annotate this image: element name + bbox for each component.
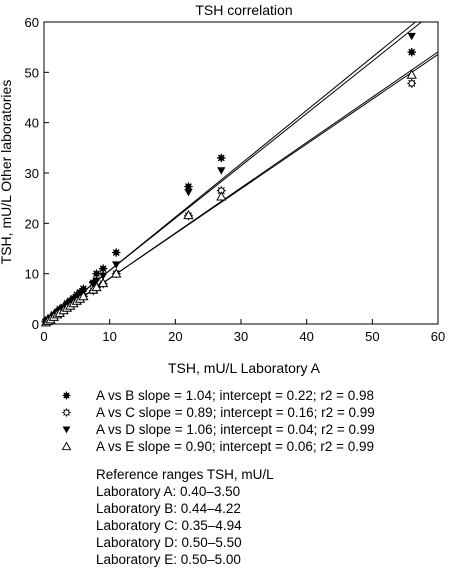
- data-point: [217, 167, 226, 175]
- marker-body: [407, 32, 416, 41]
- y-tick-label: 50: [25, 65, 39, 80]
- series-filled-circle-star: [41, 48, 416, 326]
- reference-line: Laboratory B: 0.44–4.22: [96, 501, 241, 516]
- legend-item-a-vs-c: A vs C slope = 0.89; intercept = 0.16; r…: [60, 404, 470, 421]
- data-point: [97, 277, 109, 288]
- legend-label: A vs B slope = 1.04; intercept = 0.22; r…: [96, 388, 375, 403]
- y-tick-label: 40: [25, 116, 39, 131]
- chart-title: TSH correlation: [195, 2, 292, 18]
- marker-body: [183, 209, 194, 220]
- marker-body: [216, 191, 227, 201]
- legend-label: A vs D slope = 1.06; intercept = 0.04; r…: [96, 422, 375, 437]
- reference-line: Laboratory D: 0.50–5.50: [96, 535, 242, 550]
- y-tick-label: 0: [32, 317, 39, 332]
- marker-body: [112, 261, 121, 269]
- data-point: [62, 426, 71, 434]
- marker-body: [98, 272, 108, 280]
- legend-marker-filled-circle-icon: [62, 391, 71, 400]
- data-point: [111, 268, 122, 278]
- legend-item-a-vs-e: A vs E slope = 0.90; intercept = 0.06; r…: [60, 438, 470, 455]
- y-tick-label: 10: [25, 267, 39, 282]
- data-point: [62, 391, 71, 400]
- legend-marker-filled-triangle-icon: [62, 426, 71, 434]
- marker-body: [217, 167, 226, 175]
- x-tick-label: 0: [40, 329, 47, 344]
- data-point: [407, 32, 416, 41]
- legend-marker-open-circle-icon: [62, 408, 71, 417]
- legend-label: A vs C slope = 0.89; intercept = 0.16; r…: [96, 405, 375, 420]
- marker-body: [184, 188, 193, 197]
- data-point: [92, 269, 101, 278]
- data-point: [184, 182, 193, 191]
- data-point: [216, 191, 227, 201]
- y-tick-label: 20: [25, 216, 39, 231]
- marker-body: [78, 290, 89, 301]
- x-axis-title: TSH, mU/L Laboratory A: [168, 360, 321, 376]
- marker-body: [408, 49, 415, 55]
- x-tick-label: 20: [168, 329, 182, 344]
- data-point: [98, 272, 108, 280]
- data-point: [183, 209, 194, 220]
- legend-item-a-vs-b: A vs B slope = 1.04; intercept = 0.22; r…: [60, 387, 470, 404]
- marker-body: [406, 69, 417, 79]
- legend-item-a-vs-d: A vs D slope = 1.06; intercept = 0.04; r…: [60, 421, 470, 438]
- x-tick-label: 60: [431, 329, 445, 344]
- data-point: [78, 290, 89, 301]
- data-point: [112, 248, 121, 257]
- marker-body: [218, 155, 225, 161]
- plot-area: 0 10 20 30 40 50 60 0 10 20 30 40 50 60: [25, 15, 446, 344]
- marker-body: [97, 277, 109, 288]
- marker-body: [62, 426, 71, 434]
- y-axis-title: TSH, mU/L Other laboratories: [0, 80, 14, 265]
- x-tick-label: 50: [365, 329, 379, 344]
- data-point: [92, 277, 101, 285]
- marker-body: [185, 183, 192, 190]
- legend-marker-open-triangle-icon: [61, 441, 72, 451]
- y-tick-label: 60: [25, 15, 39, 30]
- data-point: [112, 261, 121, 269]
- y-tick-label: 30: [25, 166, 39, 181]
- data-point: [184, 188, 193, 197]
- marker-body: [63, 409, 70, 416]
- marker-body: [93, 270, 100, 277]
- marker-body: [61, 441, 72, 451]
- data-point: [98, 264, 108, 273]
- marker-body: [408, 80, 416, 87]
- reference-ranges: Reference ranges TSH, mU/L Laboratory A:…: [96, 466, 456, 568]
- series-filled-triangle-down: [41, 32, 416, 327]
- data-point: [406, 69, 417, 79]
- chart-legend: A vs B slope = 1.04; intercept = 0.22; r…: [60, 387, 470, 455]
- reference-heading: Reference ranges TSH, mU/L: [96, 467, 274, 482]
- reference-line: Laboratory A: 0.40–3.50: [96, 484, 241, 499]
- reference-line: Laboratory C: 0.35–4.94: [96, 518, 242, 533]
- tsh-correlation-chart: TSH correlation 0 10 20 30 40 50 60 0 10 20 30 40 50…: [0, 2, 446, 376]
- data-point: [62, 408, 71, 417]
- series-open-triangle-up: [40, 69, 417, 327]
- data-point: [217, 153, 226, 163]
- marker-body: [100, 265, 106, 272]
- reference-line: Laboratory E: 0.50–5.00: [96, 552, 241, 567]
- marker-body: [111, 268, 122, 278]
- x-tick-label: 30: [234, 329, 248, 344]
- data-point: [407, 48, 416, 57]
- marker-body: [92, 277, 101, 285]
- marker-body: [63, 392, 70, 399]
- x-tick-label: 10: [102, 329, 116, 344]
- marker-body: [113, 249, 120, 256]
- x-tick-label: 40: [299, 329, 313, 344]
- data-point: [407, 79, 417, 88]
- data-point: [61, 441, 72, 451]
- regression-line: [43, 51, 439, 325]
- legend-label: A vs E slope = 0.90; intercept = 0.06; r…: [96, 439, 375, 454]
